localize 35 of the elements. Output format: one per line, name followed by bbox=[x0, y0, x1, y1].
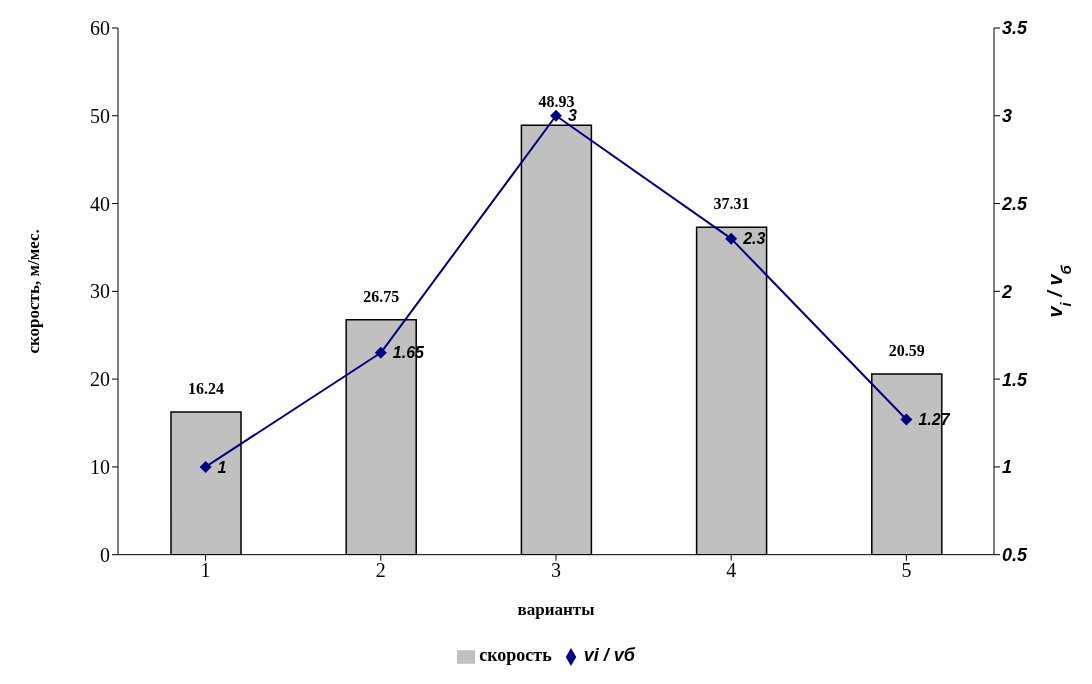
x-tick-label: 4 bbox=[726, 558, 737, 581]
y-tick-label: 20 bbox=[90, 368, 110, 391]
y-tick-label: 0 bbox=[100, 543, 110, 566]
data-label: 2.3 bbox=[742, 230, 766, 248]
y2-tick-label: 0.5 bbox=[1002, 545, 1029, 566]
y2-tick-label: 1 bbox=[1002, 457, 1013, 478]
y-tick-label: 60 bbox=[90, 17, 110, 40]
y-tick-label: 30 bbox=[90, 280, 110, 303]
x-tick-label: 2 bbox=[375, 558, 386, 581]
y-tick-label: 10 bbox=[90, 455, 110, 478]
data-label: 16.24 bbox=[188, 380, 224, 398]
y2-tick-label: 3 bbox=[1002, 106, 1013, 127]
x-tick-label: 5 bbox=[901, 558, 912, 581]
x-tick-label: 3 bbox=[551, 558, 561, 581]
y2-tick-label: 2 bbox=[1001, 281, 1013, 302]
data-label: 37.31 bbox=[713, 195, 750, 213]
y2-tick-label: 2.5 bbox=[1001, 193, 1029, 214]
point bbox=[199, 460, 212, 473]
legend-label: vi / vб bbox=[583, 644, 635, 665]
y-tick-label: 50 bbox=[90, 104, 110, 127]
y-axis-title: скорость, м/мес. bbox=[24, 229, 44, 354]
y2-tick-label: 3.5 bbox=[1002, 18, 1029, 39]
data-label: 1 bbox=[217, 458, 227, 476]
point bbox=[725, 232, 738, 245]
point bbox=[550, 109, 562, 122]
y-tick-label: 40 bbox=[90, 192, 110, 215]
data-label: 20.59 bbox=[888, 341, 925, 359]
data-label: 26.75 bbox=[363, 287, 400, 305]
data-label: 3 bbox=[568, 107, 577, 125]
x-tick-label: 1 bbox=[200, 558, 211, 581]
x-axis-title: варианты bbox=[517, 599, 595, 619]
point bbox=[374, 346, 387, 359]
point bbox=[900, 413, 913, 426]
y2-tick-label: 1.5 bbox=[1002, 369, 1029, 390]
legend-label: скорость bbox=[479, 644, 552, 665]
